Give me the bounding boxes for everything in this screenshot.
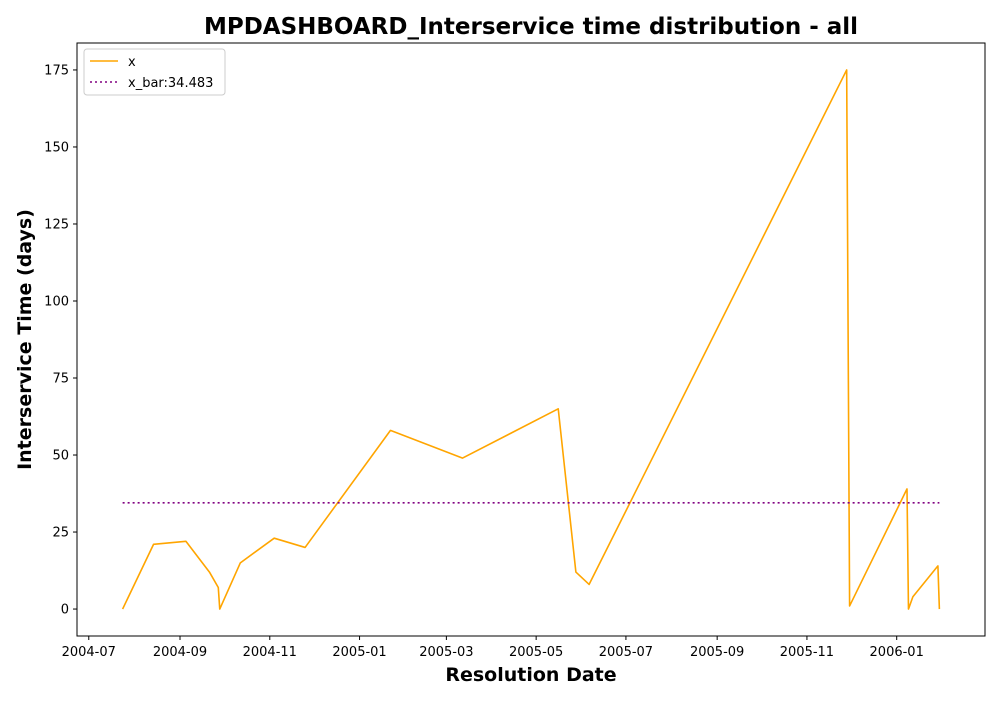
y-tick-label: 0 xyxy=(61,603,69,618)
series-line-x xyxy=(121,69,941,610)
y-tick-label: 50 xyxy=(52,449,69,464)
y-tick-label: 25 xyxy=(52,526,69,541)
legend-label-x: x xyxy=(128,55,136,70)
x-tick-label: 2005-01 xyxy=(332,645,386,660)
y-axis-ticks: 0 25 50 75 100 125 150 175 xyxy=(44,63,77,618)
legend-box xyxy=(83,48,226,96)
x-tick-label: 2004-11 xyxy=(243,645,297,660)
y-axis-label: Interservice Time (days) xyxy=(14,209,36,470)
x-tick-label: 2005-03 xyxy=(419,645,473,660)
x-tick-label: 2004-07 xyxy=(62,645,116,660)
plot-area xyxy=(121,69,941,610)
x-axis-ticks: 2004-07 2004-09 2004-11 2005-01 2005-03 2005-… xyxy=(62,636,924,660)
y-tick-label: 100 xyxy=(44,294,69,309)
y-tick-label: 125 xyxy=(44,217,69,232)
y-tick-label: 150 xyxy=(44,140,69,155)
legend: x x_bar:34.483 xyxy=(83,48,226,96)
x-tick-label: 2005-11 xyxy=(780,645,834,660)
x-axis-label: Resolution Date xyxy=(445,664,616,686)
y-tick-label: 75 xyxy=(52,372,69,387)
plot-frame xyxy=(76,42,986,637)
legend-label-x-bar: x_bar:34.483 xyxy=(128,76,213,91)
x-tick-label: 2005-09 xyxy=(690,645,744,660)
x-tick-label: 2004-09 xyxy=(153,645,207,660)
y-tick-label: 175 xyxy=(44,63,69,78)
x-tick-label: 2006-01 xyxy=(870,645,924,660)
x-tick-label: 2005-07 xyxy=(599,645,653,660)
chart-title: MPDASHBOARD_Interservice time distributi… xyxy=(204,14,858,40)
x-tick-label: 2005-05 xyxy=(509,645,563,660)
